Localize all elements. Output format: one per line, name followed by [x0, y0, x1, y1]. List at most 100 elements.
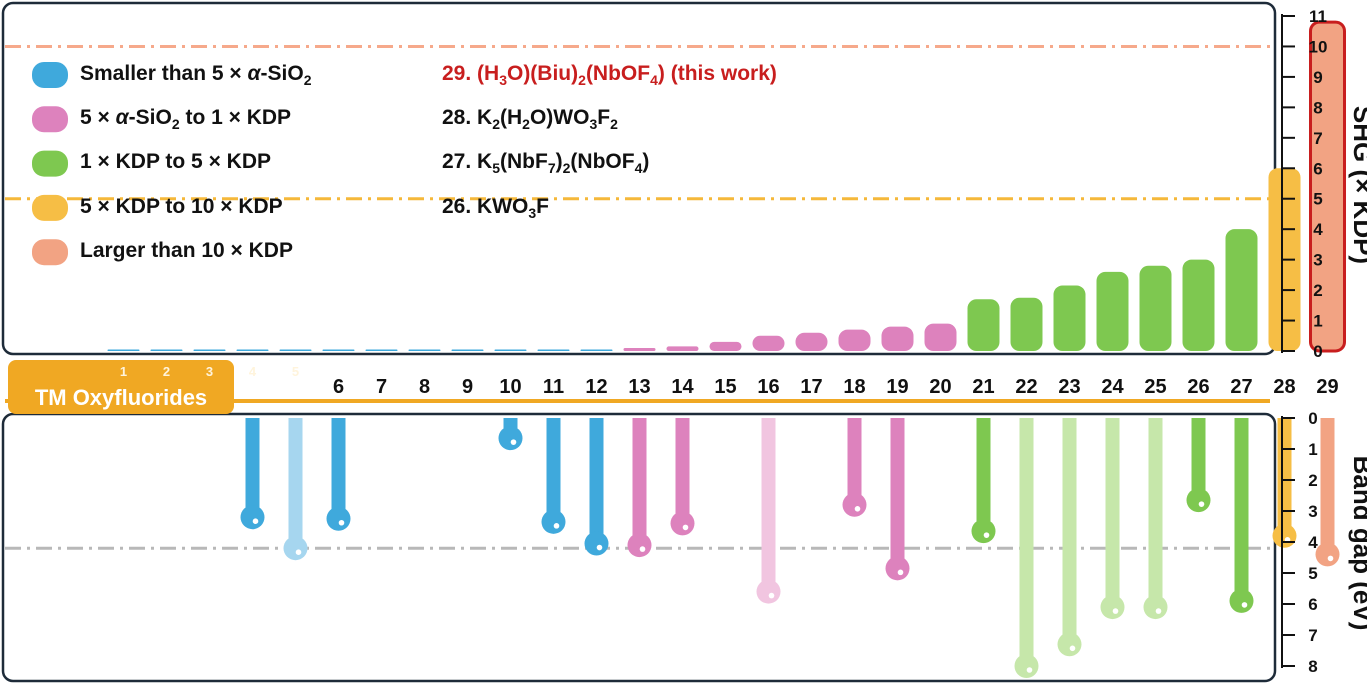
category-label-25: 25	[1144, 376, 1166, 398]
bandgap-marker-dot-11	[553, 523, 560, 529]
tm-box-label: TM Oxyfluorides	[35, 385, 207, 410]
category-label-11: 11	[543, 376, 564, 398]
bandgap-marker-dot-10	[510, 439, 517, 445]
bandgap-stem-5	[288, 418, 303, 549]
bandgap-stem-25	[1148, 418, 1163, 608]
shg-bar-9	[451, 349, 484, 351]
shg-tick-label-4: 4	[1313, 220, 1323, 239]
tm-box-number-4: 4	[249, 364, 257, 379]
shg-bar-12	[580, 349, 613, 351]
category-label-9: 9	[462, 376, 473, 398]
bandgap-tick-label-8: 8	[1308, 657, 1317, 676]
shg-tick-label-1: 1	[1313, 312, 1322, 331]
category-label-20: 20	[929, 376, 951, 398]
bandgap-marker-dot-23	[1069, 645, 1076, 652]
bandgap-axis-title: Band gap (eV)	[1348, 456, 1367, 631]
bandgap-marker-dot-13	[639, 546, 646, 552]
compound-label-28: 28. K2(H2O)WO3F2	[442, 106, 618, 133]
bandgap-stem-16	[761, 418, 776, 592]
shg-bar-23	[1053, 285, 1086, 351]
legend-item-green: 1 × KDP to 5 × KDP	[80, 150, 272, 173]
bandgap-marker-dot-29	[1327, 555, 1334, 562]
category-label-24: 24	[1101, 376, 1124, 398]
bandgap-stem-4	[245, 418, 260, 518]
bandgap-stem-13	[632, 418, 647, 546]
shg-tick-label-3: 3	[1313, 251, 1322, 270]
bandgap-marker-27	[1229, 588, 1254, 613]
bandgap-marker-dot-4	[252, 518, 259, 524]
bandgap-marker-25	[1143, 595, 1168, 620]
category-label-18: 18	[843, 376, 865, 398]
legend-swatch-yellow	[32, 194, 68, 221]
bandgap-marker-dot-24	[1112, 608, 1119, 614]
bandgap-tick-label-3: 3	[1308, 502, 1317, 521]
shg-tick-label-11: 11	[1309, 7, 1327, 26]
category-label-22: 22	[1015, 376, 1037, 398]
legend-item-orange: Larger than 10 × KDP	[80, 239, 293, 262]
shg-bar-7	[365, 349, 398, 351]
bandgap-stem-14	[675, 418, 690, 524]
shg-bar-20	[924, 323, 957, 351]
category-label-19: 19	[886, 376, 908, 398]
bandgap-marker-dot-26	[1198, 501, 1205, 507]
bandgap-marker-dot-25	[1155, 608, 1162, 614]
shg-bar-24	[1096, 271, 1129, 351]
bandgap-stem-24	[1105, 418, 1120, 608]
bandgap-stem-19	[890, 418, 905, 569]
shg-bar-5	[279, 349, 312, 351]
shg-bar-21	[967, 299, 1000, 351]
shg-bar-6	[322, 349, 355, 351]
category-label-16: 16	[757, 376, 779, 398]
legend-swatch-blue	[32, 62, 68, 88]
bandgap-marker-10	[498, 426, 523, 451]
bandgap-stem-6	[331, 418, 346, 519]
bandgap-stem-11	[546, 418, 561, 522]
category-label-26: 26	[1187, 376, 1209, 398]
bandgap-stem-22	[1019, 418, 1034, 666]
shg-tick-label-9: 9	[1313, 68, 1322, 87]
bandgap-marker-24	[1100, 595, 1125, 620]
category-label-13: 13	[628, 376, 650, 398]
bandgap-tick-label-6: 6	[1308, 595, 1317, 614]
bandgap-marker-5	[283, 536, 308, 561]
legend-swatch-pink	[32, 106, 68, 133]
shg-bar-26	[1182, 259, 1215, 351]
category-label-23: 23	[1058, 376, 1080, 398]
shg-bar-19	[881, 326, 914, 351]
bandgap-stem-12	[589, 418, 604, 544]
bandgap-stem-28	[1277, 418, 1292, 536]
shg-bar-1	[107, 349, 140, 351]
tm-box-number-3: 3	[206, 364, 213, 379]
shg-tick-label-7: 7	[1313, 129, 1322, 148]
shg-bar-22	[1010, 297, 1043, 351]
shg-tick-label-2: 2	[1313, 281, 1322, 300]
compound-label-26: 26. KWO3F	[442, 195, 549, 222]
category-label-28: 28	[1273, 376, 1295, 398]
category-label-7: 7	[376, 376, 387, 398]
shg-axis-title: SHG (× KDP)	[1348, 106, 1367, 264]
bandgap-stem-18	[847, 418, 862, 505]
shg-bar-2	[150, 349, 183, 351]
shg-bar-14	[666, 346, 699, 351]
shg-tick-label-10: 10	[1309, 37, 1328, 56]
bandgap-tick-label-7: 7	[1308, 626, 1317, 645]
bandgap-marker-21	[971, 519, 996, 544]
legend-item-pink: 5 × α-SiO2 to 1 × KDP	[80, 106, 292, 133]
shg-bar-18	[838, 329, 871, 351]
bandgap-marker-29	[1315, 542, 1340, 567]
shg-bar-27	[1225, 229, 1258, 351]
shg-bar-15	[709, 341, 742, 351]
bandgap-marker-26	[1186, 488, 1211, 513]
category-label-27: 27	[1230, 376, 1252, 398]
compound-label-29: 29. (H3O)(Biu)2(NbOF4) (this work)	[442, 62, 777, 89]
category-label-29: 29	[1316, 376, 1338, 398]
legend-swatch-orange	[32, 239, 68, 266]
bandgap-marker-13	[627, 533, 652, 558]
bandgap-marker-19	[885, 556, 910, 581]
shg-bar-4	[236, 349, 269, 351]
bandgap-marker-11	[541, 509, 566, 534]
category-label-12: 12	[585, 376, 607, 398]
category-label-8: 8	[419, 376, 430, 398]
bandgap-stem-26	[1191, 418, 1206, 501]
bandgap-stem-21	[976, 418, 991, 532]
